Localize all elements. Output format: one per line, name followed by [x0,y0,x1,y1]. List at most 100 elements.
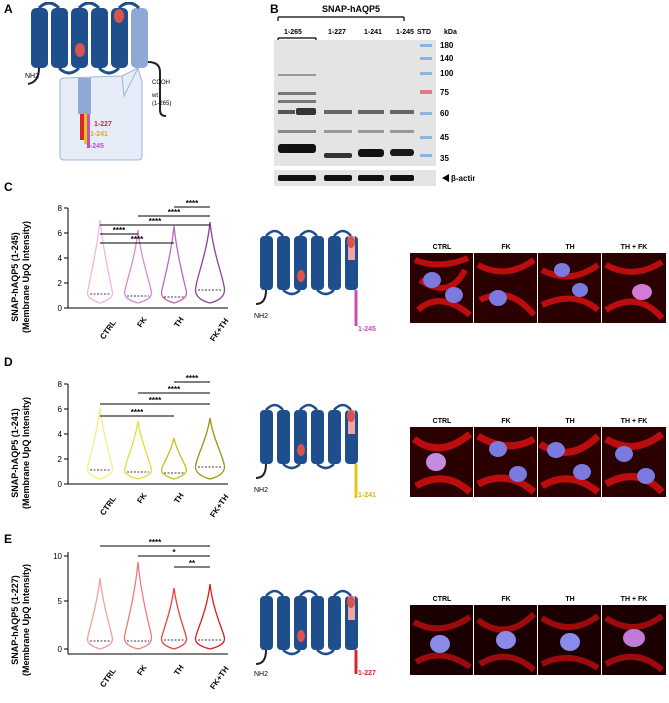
violin-ctrl [86,577,114,650]
micro-label-fk: FK [501,244,510,251]
y-tick-5: 5 [58,597,63,606]
x-cat-fkth: FK+TH [208,665,230,692]
nh2-label: NH2 [254,313,268,320]
significance-bars [100,545,210,568]
c-terminus [147,61,167,117]
inset-tail-241 [84,114,87,144]
quartile-lines [90,289,222,298]
label-241: 1-241 [90,131,108,138]
y-axis-label-line2: (Membrane UpQ Intensity) [21,397,31,509]
sig-fk-fkth: **** [168,208,181,217]
micrograph-fk [474,427,537,497]
loop-4 [97,66,121,75]
y-tick-2: 2 [58,279,63,288]
micro-label-fk: FK [501,596,510,603]
sig-fk-fkth: **** [168,385,181,394]
sig-ctrl-fkth: **** [149,396,162,405]
blot-title: SNAP-hAQP5 [322,4,380,14]
panel-d-letter: D [4,355,13,369]
y-tick-4: 4 [58,254,63,263]
y-tick-10: 10 [53,552,62,561]
violin-th [160,437,188,480]
x-cat-th: TH [172,491,186,505]
marker-35: 35 [440,154,449,163]
x-cat-fk: FK [135,491,149,505]
y-tick-6: 6 [58,229,63,238]
x-cat-th: TH [172,663,186,677]
x-cat-fk: FK [135,315,149,329]
truncation-label: 1-241 [358,492,376,499]
x-cat-ctrl: CTRL [98,666,118,689]
inset-tail-245 [87,114,90,148]
violin-th [160,225,188,304]
n-terminus [27,67,40,85]
y-tick-8: 8 [58,204,63,213]
x-cat-ctrl: CTRL [98,318,118,341]
y-axis-label-line1: SNAP-hAQP5 (1-245) [10,232,20,322]
lane-label-1-265: 1-265 [284,29,302,36]
truncation-label: 1-245 [358,326,376,333]
nh2-label: NH2 [254,671,268,678]
sig-ctrl-th: **** [131,408,144,417]
micrograph-th [538,253,601,323]
panel-d-topology-icon: NH2 [254,403,358,498]
helix-2 [51,8,68,68]
y-tick-0: 0 [58,645,63,654]
micro-label-ctrl: CTRL [433,418,452,425]
y-axis-label-line1: SNAP-hAQP5 (1-241) [10,408,20,498]
x-cat-fkth: FK+TH [208,317,230,344]
micrograph-thfk [602,253,666,323]
loop-1 [37,2,61,10]
violin-fk [123,229,153,304]
actin-label: β-actin [451,174,475,183]
label-245: 1-245 [86,143,104,150]
micrograph-fk [474,253,537,323]
panel-b-letter: B [270,2,279,16]
sig-ctrl-fkth: **** [149,217,162,226]
y-tick-4: 4 [58,430,63,439]
loop-5 [117,2,141,10]
violin-fk [123,561,153,650]
sig-ctrl-th: **** [131,235,144,244]
actin-arrow-icon [442,174,449,182]
wt-label: wt [151,93,158,99]
marker-45: 45 [440,133,449,142]
panel-c-letter: C [4,180,13,194]
sig-th-fkth: **** [186,374,199,383]
violin-fk [123,420,153,480]
micrograph-thfk [602,427,666,497]
micro-label-th: TH [565,244,574,251]
lane-label-1-245: 1-245 [396,29,414,36]
y-tick-0: 0 [58,304,63,313]
panel-d-micrographs: CTRL FK TH TH + FK [410,418,666,497]
micro-label-th: TH [565,418,574,425]
helix-4 [91,8,108,68]
significance-bars [100,381,210,417]
micro-label-ctrl: CTRL [433,244,452,251]
y-tick-8: 8 [58,380,63,389]
std-ladder [420,44,432,157]
significance-bars [100,206,210,244]
marker-180: 180 [440,41,454,50]
helix-1 [31,8,48,68]
micrograph-thfk [602,605,666,675]
violin-fk-th [194,583,226,650]
micrograph-ctrl [410,605,473,675]
quartile-lines [90,639,222,642]
micrograph-ctrl [410,253,473,323]
kda-unit: kDa [444,29,457,36]
micrograph-fk [474,605,537,675]
micro-label-thfk: TH + FK [621,596,648,603]
micrograph-ctrl [410,427,473,497]
sig-ctrl-fkth: **** [149,538,162,547]
truncation-label: 1-227 [358,670,376,677]
micro-label-fk: FK [501,418,510,425]
lane-label-1-241: 1-241 [364,29,382,36]
micrograph-th [538,427,601,497]
sig-th-fkth: **** [186,199,199,208]
nh2-label: NH2 [254,487,268,494]
y-tick-6: 6 [58,405,63,414]
micro-label-th: TH [565,596,574,603]
panel-e-topology-icon: NH2 [254,589,358,678]
inset-callout [121,66,140,98]
